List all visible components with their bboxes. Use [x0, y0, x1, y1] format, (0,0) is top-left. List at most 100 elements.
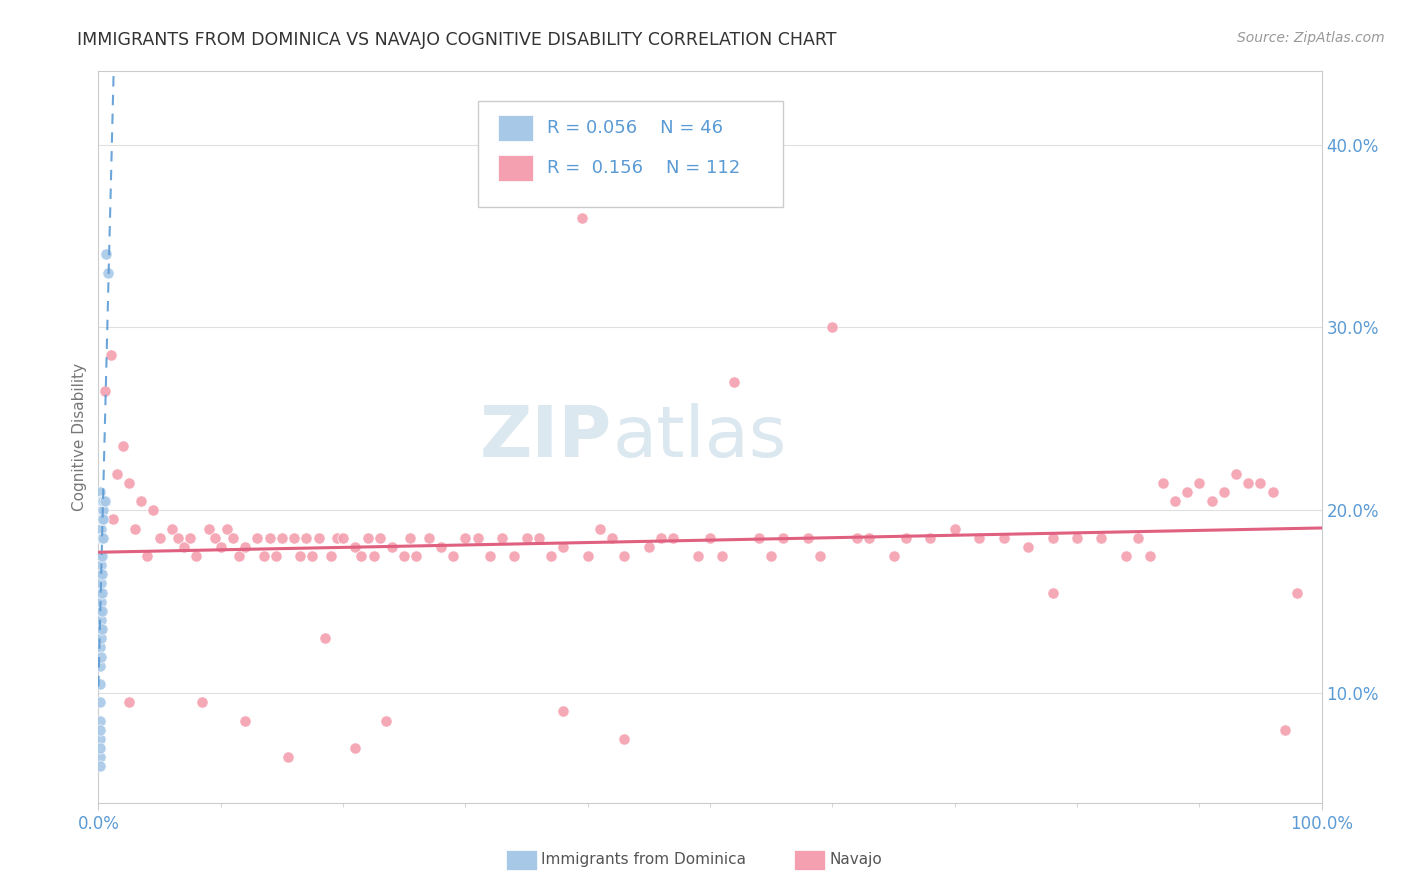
Point: [97, 266, 120, 280]
Text: R =  0.156    N = 112: R = 0.156 N = 112: [547, 159, 741, 177]
Point: [209, 540, 232, 554]
Point: [191, 695, 214, 709]
Point: [319, 549, 342, 563]
Point: [90, 521, 112, 535]
Point: [228, 549, 250, 563]
Point: [1274, 723, 1296, 737]
Point: [277, 750, 299, 764]
Point: [89, 585, 111, 599]
Point: [356, 531, 378, 545]
Point: [1212, 485, 1234, 500]
Point: [89, 512, 111, 526]
Point: [808, 549, 831, 563]
Point: [129, 494, 152, 508]
Point: [491, 531, 513, 545]
Point: [1249, 475, 1271, 490]
Point: [264, 549, 287, 563]
Point: [93, 494, 115, 508]
Text: R = 0.056    N = 46: R = 0.056 N = 46: [547, 119, 723, 136]
Point: [883, 549, 905, 563]
Text: IMMIGRANTS FROM DOMINICA VS NAVAJO COGNITIVE DISABILITY CORRELATION CHART: IMMIGRANTS FROM DOMINICA VS NAVAJO COGNI…: [77, 31, 837, 49]
Point: [179, 531, 201, 545]
Point: [167, 531, 190, 545]
Point: [454, 531, 477, 545]
Point: [91, 512, 114, 526]
Point: [478, 549, 501, 563]
Point: [91, 494, 114, 508]
Point: [91, 567, 114, 582]
Point: [571, 211, 593, 225]
Point: [186, 549, 208, 563]
Point: [392, 549, 416, 563]
Point: [344, 740, 367, 755]
Point: [1139, 549, 1161, 563]
Point: [920, 531, 942, 545]
Point: [89, 695, 111, 709]
Point: [1042, 585, 1064, 599]
Point: [540, 549, 562, 563]
Point: [124, 521, 146, 535]
Point: [89, 604, 111, 618]
Point: [527, 531, 550, 545]
Point: [1261, 485, 1284, 500]
Point: [173, 540, 195, 554]
Point: [89, 549, 111, 563]
Point: [515, 531, 537, 545]
Point: [344, 540, 367, 554]
Point: [89, 750, 111, 764]
Point: [761, 549, 783, 563]
Point: [142, 503, 165, 517]
Point: [89, 567, 111, 582]
Point: [90, 632, 112, 646]
Y-axis label: Cognitive Disability: Cognitive Disability: [72, 363, 87, 511]
Point: [270, 531, 294, 545]
Point: [1042, 531, 1064, 545]
Point: [821, 320, 844, 334]
Point: [89, 658, 111, 673]
Point: [89, 485, 111, 500]
Point: [90, 494, 112, 508]
Point: [993, 531, 1015, 545]
Point: [295, 531, 318, 545]
Point: [699, 531, 721, 545]
Point: [1237, 475, 1260, 490]
Point: [589, 521, 612, 535]
FancyBboxPatch shape: [478, 101, 783, 207]
Point: [1128, 531, 1150, 545]
Point: [89, 622, 111, 636]
Bar: [498, 155, 533, 181]
Point: [197, 521, 219, 535]
Point: [89, 714, 111, 728]
Point: [797, 531, 820, 545]
Point: [613, 549, 636, 563]
Point: [1188, 475, 1211, 490]
Point: [91, 604, 114, 618]
Point: [314, 632, 336, 646]
Text: Immigrants from Dominica: Immigrants from Dominica: [541, 853, 747, 867]
Point: [441, 549, 464, 563]
Point: [399, 531, 422, 545]
Point: [90, 649, 112, 664]
Point: [576, 549, 599, 563]
Point: [374, 714, 396, 728]
Point: [637, 540, 661, 554]
Point: [215, 521, 238, 535]
Point: [301, 549, 323, 563]
Point: [1115, 549, 1137, 563]
Point: [91, 585, 114, 599]
Point: [1164, 494, 1187, 508]
Point: [90, 594, 112, 608]
Point: [101, 512, 124, 526]
Point: [90, 512, 112, 526]
Point: [89, 759, 111, 773]
Point: [90, 503, 112, 517]
Bar: [498, 115, 533, 141]
Point: [89, 731, 111, 746]
Point: [91, 512, 114, 526]
Point: [772, 531, 794, 545]
Point: [118, 475, 141, 490]
Point: [1090, 531, 1112, 545]
Point: [1066, 531, 1088, 545]
Point: [246, 531, 269, 545]
Point: [118, 695, 141, 709]
